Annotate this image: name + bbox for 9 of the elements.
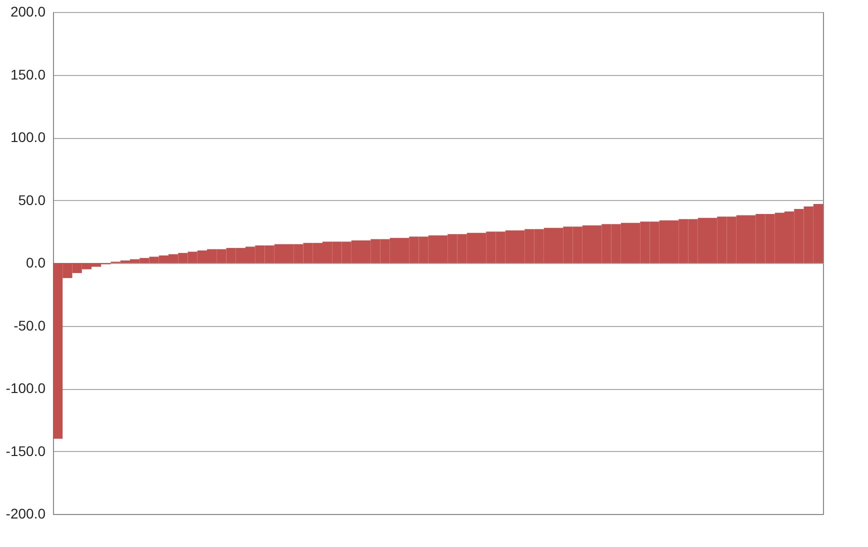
y-tick-label: -50.0 [14, 317, 46, 334]
y-tick-label: 100.0 [10, 129, 46, 145]
y-tick-label: 150.0 [10, 66, 46, 82]
y-tick-label: -150.0 [6, 442, 46, 459]
y-tick-label: -100.0 [6, 380, 46, 396]
y-tick-label: 50.0 [18, 192, 46, 208]
y-tick-label: 0.0 [26, 254, 46, 270]
y-tick-label: -200.0 [6, 506, 46, 522]
y-tick-label: 200.0 [10, 4, 46, 20]
